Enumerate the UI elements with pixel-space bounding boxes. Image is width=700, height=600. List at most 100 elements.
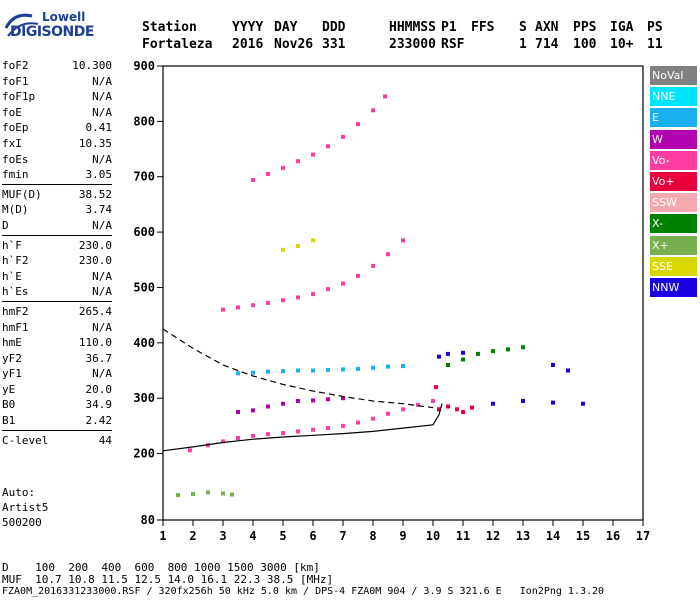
auto-scaling-info: Auto: Artist5 500200 (2, 485, 48, 530)
param-row: foEs N/A (2, 152, 112, 168)
trace-point (311, 368, 315, 373)
param-value: N/A (92, 269, 112, 283)
param-row: foE N/A (2, 105, 112, 121)
param-name: h`F (2, 238, 22, 252)
trace-point (356, 420, 360, 425)
legend-item: NNW (650, 277, 697, 297)
trace-point (281, 298, 285, 303)
header-value: 2016 (232, 37, 264, 52)
legend-item: W (650, 129, 697, 149)
trace-point (296, 398, 300, 403)
param-name: C-level (2, 433, 49, 447)
trace-point (431, 398, 435, 403)
trace-point (311, 398, 315, 403)
trace-point (446, 362, 450, 367)
trace-point (506, 347, 510, 352)
trace-point (341, 423, 345, 428)
divider (2, 300, 112, 302)
trace-point (437, 354, 441, 359)
header-label: HHMMSS (389, 20, 436, 35)
trace-point (476, 351, 480, 356)
param-name: D (2, 218, 9, 232)
param-row: M(D) 3.74 (2, 202, 112, 218)
header-value: 10+ (610, 37, 634, 52)
trace-point (461, 357, 465, 362)
header-labels: Station YYYY DAY DDD HHMMSS P1 FFS S AXN PPS IGA PS (142, 20, 677, 35)
trace-point (311, 427, 315, 432)
trace-point (356, 366, 360, 371)
trace-point (371, 108, 375, 113)
legend-item: NNE (650, 87, 697, 107)
trace-point (461, 350, 465, 355)
param-row: h`E N/A (2, 269, 112, 285)
trace-point (446, 351, 450, 356)
param-value: 3.74 (85, 203, 113, 217)
trace-point (251, 370, 255, 375)
header-label: Station (142, 20, 197, 35)
param-row: yF2 36.7 (2, 351, 112, 367)
param-value: 20.0 (85, 382, 113, 396)
param-name: yE (2, 382, 16, 396)
param-value: 265.4 (78, 304, 112, 318)
header-label: DAY (274, 20, 298, 35)
x-tick-label: 2 (189, 529, 196, 543)
param-name: yF1 (2, 367, 22, 381)
header-value: RSF (441, 37, 465, 52)
trace-point (491, 401, 495, 406)
param-value: 110.0 (78, 336, 112, 350)
param-name: MUF(D) (2, 187, 42, 201)
trace-point (326, 367, 330, 372)
param-name: hmF2 (2, 304, 29, 318)
trace-point (326, 426, 330, 431)
trace-point (326, 397, 330, 402)
trace-point (356, 273, 360, 278)
header-value: 1 (519, 37, 527, 52)
header-label: PS (647, 20, 663, 35)
trace-point (326, 287, 330, 292)
trace-point (326, 144, 330, 149)
param-value: 34.9 (85, 398, 113, 412)
param-name: B1 (2, 414, 16, 428)
trace-point (266, 432, 270, 437)
auto-version: 500200 (2, 516, 42, 529)
plot-frame (162, 65, 644, 521)
x-tick-label: 11 (456, 529, 470, 543)
param-row: foF1p N/A (2, 89, 112, 105)
parameter-panel: foF2 10.300 foF1 N/A foF1p N/A foE N/A foEp 0.41 f… (2, 58, 112, 448)
trace-point (491, 349, 495, 354)
header-value: Fortaleza (142, 37, 213, 52)
header-value: Nov26 (274, 37, 314, 52)
param-row: B0 34.9 (2, 397, 112, 413)
trace-point (221, 439, 225, 444)
trace-point (341, 396, 345, 401)
trace-point (341, 281, 345, 286)
param-row: fmin 3.05 (2, 167, 112, 183)
trace-point (251, 303, 255, 308)
header-label: P1 (441, 20, 457, 35)
param-row: C-level 44 (2, 433, 112, 449)
trace-point (281, 401, 285, 406)
param-name: foF1p (2, 90, 36, 104)
trace-point (281, 431, 285, 436)
trace-point (356, 122, 360, 127)
trace-point (266, 404, 270, 409)
param-value: N/A (92, 367, 112, 381)
trace-point (176, 493, 180, 498)
param-value: 44 (98, 433, 112, 447)
trace-point (470, 405, 474, 410)
param-name: foE (2, 105, 22, 119)
digisonde-logo: Lowell DIGISONDE (2, 6, 122, 50)
param-name: foF2 (2, 59, 29, 72)
header-label: S (519, 20, 527, 35)
trace-point (581, 401, 585, 406)
header-value: 100 (573, 37, 597, 52)
param-row: foF2 10.300 (2, 58, 112, 74)
x-tick-label: 6 (309, 529, 316, 543)
trace-point (371, 263, 375, 268)
param-row: hmF1 N/A (2, 320, 112, 336)
y-tick-label: 80 (141, 513, 155, 527)
trace-point (266, 300, 270, 305)
header-label: IGA (610, 20, 634, 35)
trace-point (281, 369, 285, 374)
footer-muf: MUF 10.7 10.8 11.5 12.5 14.0 16.1 22.3 3… (2, 573, 334, 586)
